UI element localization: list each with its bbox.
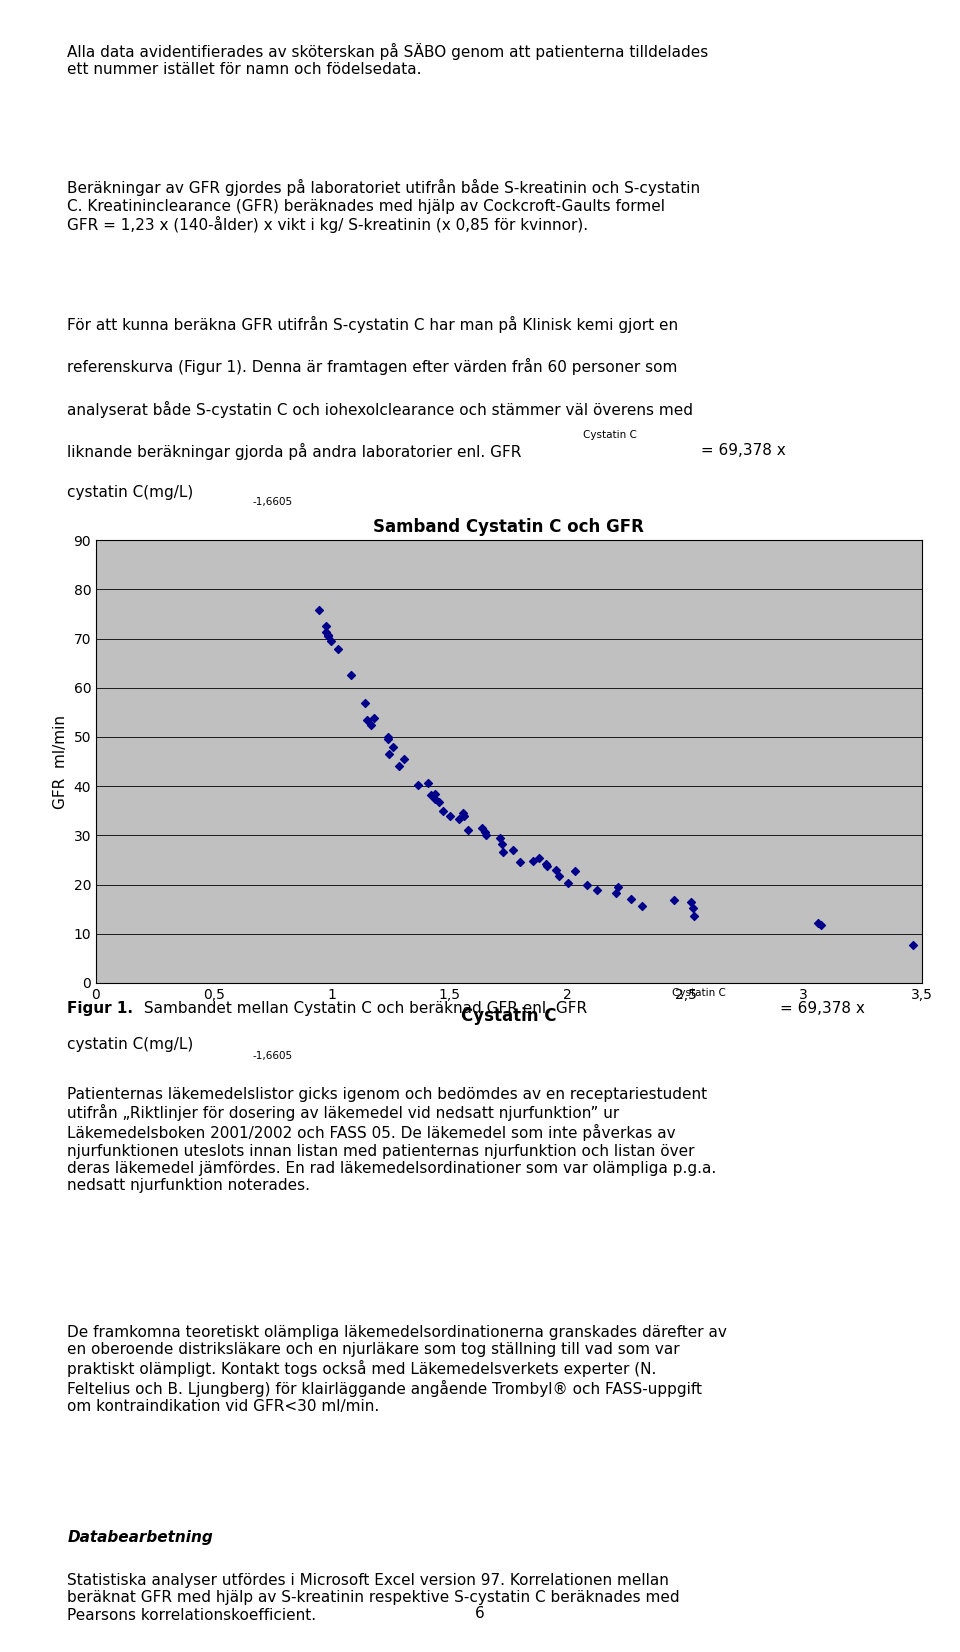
Point bbox=[457, 803, 472, 829]
Text: Cystatin C: Cystatin C bbox=[583, 431, 636, 441]
Title: Samband Cystatin C och GFR: Samband Cystatin C och GFR bbox=[373, 517, 644, 535]
Text: -1,6605: -1,6605 bbox=[252, 497, 293, 507]
Point bbox=[474, 814, 490, 841]
Point bbox=[435, 798, 450, 824]
Point bbox=[551, 862, 566, 889]
Point bbox=[330, 636, 346, 662]
Point bbox=[580, 872, 595, 899]
Point bbox=[344, 662, 359, 689]
Point bbox=[478, 819, 493, 846]
Point bbox=[321, 623, 336, 649]
X-axis label: Cystatin C: Cystatin C bbox=[461, 1008, 557, 1026]
Point bbox=[386, 733, 401, 760]
Text: cystatin C(mg/L): cystatin C(mg/L) bbox=[67, 486, 194, 501]
Text: liknande beräkningar gjorda på andra laboratorier enl. GFR: liknande beräkningar gjorda på andra lab… bbox=[67, 443, 521, 459]
Point bbox=[684, 889, 699, 915]
Point bbox=[623, 885, 638, 912]
Point bbox=[396, 745, 412, 771]
Text: Cystatin C: Cystatin C bbox=[672, 988, 726, 998]
Y-axis label: GFR  ml/min: GFR ml/min bbox=[53, 715, 68, 808]
Text: Patienternas läkemedelslistor gicks igenom och bedömdes av en receptariestudent
: Patienternas läkemedelslistor gicks igen… bbox=[67, 1087, 716, 1193]
Point bbox=[427, 781, 443, 808]
Point bbox=[321, 621, 336, 648]
Text: Alla data avidentifierades av sköterskan på SÄBO genom att patienterna tilldelad: Alla data avidentifierades av sköterskan… bbox=[67, 43, 708, 78]
Text: cystatin C(mg/L): cystatin C(mg/L) bbox=[67, 1037, 194, 1052]
Point bbox=[319, 618, 334, 644]
Point bbox=[381, 740, 396, 767]
Point bbox=[357, 691, 372, 717]
Point bbox=[685, 894, 701, 920]
Point bbox=[324, 628, 339, 654]
Point bbox=[420, 770, 436, 796]
Text: referenskurva (Figur 1). Denna är framtagen efter värden från 60 personer som: referenskurva (Figur 1). Denna är framta… bbox=[67, 358, 678, 375]
Text: Figur 1.: Figur 1. bbox=[67, 1001, 133, 1016]
Point bbox=[513, 849, 528, 876]
Point bbox=[431, 790, 446, 816]
Point bbox=[567, 857, 583, 884]
Text: = 69,378 x: = 69,378 x bbox=[780, 1001, 865, 1016]
Text: Statistiska analyser utfördes i Microsoft Excel version 97. Korrelationen mellan: Statistiska analyser utfördes i Microsof… bbox=[67, 1573, 680, 1622]
Point bbox=[492, 826, 507, 852]
Point bbox=[505, 838, 520, 864]
Point bbox=[905, 932, 921, 958]
Point bbox=[443, 803, 458, 829]
Point bbox=[311, 596, 326, 623]
Point bbox=[360, 707, 375, 733]
Point bbox=[531, 846, 546, 872]
Point bbox=[549, 857, 564, 884]
Point bbox=[366, 704, 381, 730]
Point bbox=[634, 892, 649, 919]
Point bbox=[539, 851, 554, 877]
Point bbox=[456, 800, 471, 826]
Text: Databearbetning: Databearbetning bbox=[67, 1530, 213, 1545]
Point bbox=[610, 874, 625, 900]
Point bbox=[319, 613, 334, 639]
Point bbox=[423, 781, 439, 808]
Text: = 69,378 x: = 69,378 x bbox=[696, 443, 785, 458]
Text: För att kunna beräkna GFR utifrån S-cystatin C har man på Klinisk kemi gjort en: För att kunna beräkna GFR utifrån S-cyst… bbox=[67, 316, 679, 332]
Point bbox=[380, 727, 396, 753]
Point bbox=[560, 871, 575, 897]
Text: Beräkningar av GFR gjordes på laboratoriet utifrån både S-kreatinin och S-cystat: Beräkningar av GFR gjordes på laboratori… bbox=[67, 178, 701, 233]
Point bbox=[478, 823, 493, 849]
Point bbox=[494, 831, 510, 857]
Text: 6: 6 bbox=[475, 1606, 485, 1621]
Point bbox=[686, 904, 702, 930]
Point bbox=[495, 839, 511, 866]
Point bbox=[540, 852, 555, 879]
Point bbox=[451, 806, 467, 833]
Point bbox=[461, 816, 476, 843]
Point bbox=[814, 912, 829, 938]
Point bbox=[427, 786, 443, 813]
Point bbox=[380, 724, 396, 750]
Point bbox=[525, 847, 540, 874]
Point bbox=[364, 712, 379, 738]
Text: -1,6605: -1,6605 bbox=[252, 1051, 293, 1061]
Point bbox=[609, 879, 624, 905]
Text: Sambandet mellan Cystatin C och beräknad GFR enl. GFR: Sambandet mellan Cystatin C och beräknad… bbox=[139, 1001, 588, 1016]
Point bbox=[666, 887, 682, 914]
Point bbox=[392, 753, 407, 780]
Point bbox=[411, 771, 426, 798]
Text: analyserat både S-cystatin C och iohexolclearance och stämmer väl överens med: analyserat både S-cystatin C och iohexol… bbox=[67, 400, 693, 418]
Text: De framkomna teoretiskt olämpliga läkemedelsordinationerna granskades därefter a: De framkomna teoretiskt olämpliga läkeme… bbox=[67, 1325, 727, 1414]
Point bbox=[810, 910, 826, 937]
Point bbox=[589, 877, 605, 904]
